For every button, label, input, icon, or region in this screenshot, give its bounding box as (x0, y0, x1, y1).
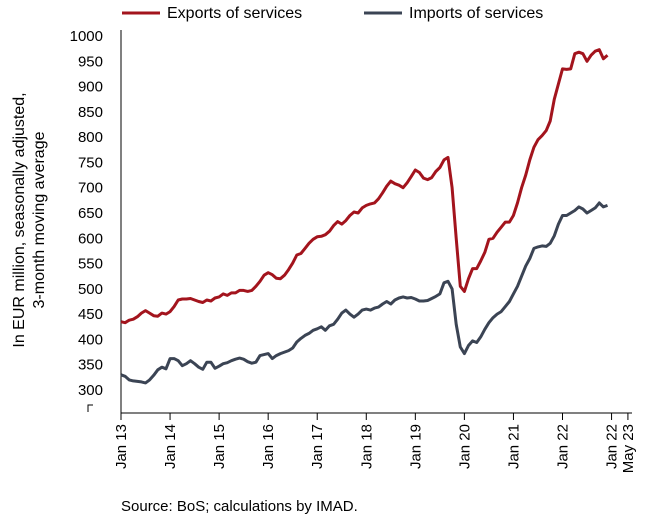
y-tick-label: 500 (78, 281, 103, 298)
x-tick-label: Jan 17 (309, 424, 326, 469)
y-tick-label: 600 (78, 230, 103, 247)
x-tick-label: Jan 16 (260, 424, 277, 469)
y-tick-label: 650 (78, 205, 103, 222)
x-tick-label: Jan 19 (407, 424, 424, 469)
series-line-imports (120, 201, 609, 385)
axes (87, 30, 632, 420)
x-tick-label: Jan 22 (555, 424, 572, 469)
y-tick-labels: 1000 950 900 850 800 750 700 650 600 550 500 450 400… (70, 28, 103, 399)
y-tick-label: 850 (78, 104, 103, 121)
y-tick-label: 450 (78, 306, 103, 323)
y-tick-label: 400 (78, 331, 103, 348)
x-tick-label: Jan 18 (358, 424, 375, 469)
x-tick-label: Jan 22 (604, 424, 621, 469)
x-tick-label: Jan 20 (456, 424, 473, 469)
legend: Exports of services Imports of services (122, 5, 543, 22)
y-axis-title-line-2: 3-month moving average (31, 131, 48, 308)
legend-item-imports: Imports of services (364, 5, 543, 22)
y-tick-label: 900 (78, 79, 103, 96)
y-tick-label: 700 (78, 180, 103, 197)
y-tick-label: 350 (78, 357, 103, 374)
x-tick-label: May 23 (620, 424, 637, 473)
legend-label-imports: Imports of services (409, 5, 543, 22)
legend-item-exports: Exports of services (122, 5, 302, 22)
x-tick-label: Jan 21 (505, 424, 522, 469)
x-tick-labels: Jan 13 Jan 14 Jan 15 Jan 16 Jan 17 Jan 18 Jan … (113, 424, 637, 473)
y-axis-title-line-1: In EUR million, seasonally adjusted, (11, 92, 28, 347)
x-tick-label: Jan 14 (162, 424, 179, 469)
axis-break-mark (87, 404, 93, 412)
y-tick-label: 950 (78, 53, 103, 70)
y-tick-label: 1000 (70, 28, 103, 45)
y-tick-label: 300 (78, 382, 103, 399)
x-tick-label: Jan 13 (113, 424, 130, 469)
y-tick-label: 750 (78, 154, 103, 171)
legend-label-exports: Exports of services (167, 5, 302, 22)
series-lines (120, 48, 609, 385)
x-tick-label: Jan 15 (211, 424, 228, 469)
series-line-exports (120, 48, 609, 325)
y-tick-label: 550 (78, 256, 103, 273)
y-axis-title: In EUR million, seasonally adjusted, 3-m… (11, 92, 48, 347)
y-tick-label: 800 (78, 129, 103, 146)
source-note: Source: BoS; calculations by IMAD. (121, 498, 358, 515)
